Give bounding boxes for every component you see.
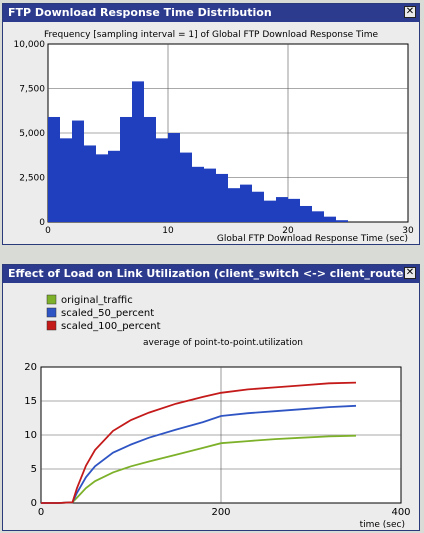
series-line-scaled_50_percent [41, 404, 357, 504]
y-tick-label: 20 [24, 362, 37, 373]
x-tick-label: 20 [282, 226, 294, 236]
y-tick-label: 0 [39, 218, 45, 228]
x-tick-label: 200 [211, 507, 230, 518]
series-line-original_traffic [41, 434, 357, 504]
legend-swatch [46, 294, 57, 305]
histogram-bar [324, 216, 336, 222]
histogram-bar [264, 200, 276, 222]
y-tick-label: 2,500 [19, 174, 45, 184]
histogram-bar [144, 116, 156, 222]
histogram-bar [240, 184, 252, 222]
x-axis-label: time (sec) [360, 520, 405, 530]
chart-title: average of point-to-point.utilization [143, 338, 303, 348]
series-line-scaled_100_percent [41, 381, 357, 504]
histogram-bar [204, 168, 216, 222]
histogram-bar [300, 205, 312, 222]
ftp-window-titlebar[interactable]: FTP Download Response Time Distribution … [3, 4, 419, 22]
close-icon[interactable]: ✕ [404, 267, 416, 279]
histogram-bar [180, 152, 192, 222]
histogram-bar [336, 220, 348, 222]
histogram-bar [288, 198, 300, 222]
histogram-bar [216, 173, 228, 222]
ftp-histogram-chart: Frequency [sampling interval = 1] of Glo… [14, 30, 414, 244]
link-utilization-window: Effect of Load on Link Utilization (clie… [2, 264, 420, 531]
y-tick-label: 10 [24, 430, 37, 441]
histogram-bar [72, 120, 84, 222]
histogram-bar [132, 81, 144, 222]
y-tick-label: 5 [31, 464, 37, 475]
histogram-bar [312, 211, 324, 222]
x-tick-label: 10 [162, 226, 174, 236]
legend-label: scaled_100_percent [61, 321, 161, 332]
histogram-bar [108, 150, 120, 222]
x-tick-label: 0 [45, 226, 51, 236]
histogram-bar [96, 154, 108, 222]
ftp-response-window: FTP Download Response Time Distribution … [2, 3, 420, 245]
histogram-bar [168, 133, 180, 222]
histogram-bar [192, 166, 204, 222]
x-tick-label: 400 [391, 507, 410, 518]
histogram-bar [276, 197, 288, 222]
y-tick-label: 0 [31, 498, 37, 509]
legend-label: original_traffic [61, 295, 133, 306]
histogram-bar [252, 191, 264, 222]
histogram-bar [84, 145, 96, 222]
link-window-titlebar[interactable]: Effect of Load on Link Utilization (clie… [3, 265, 419, 283]
histogram-bar [228, 188, 240, 222]
close-icon[interactable]: ✕ [404, 6, 416, 18]
chart-title: Frequency [sampling interval = 1] of Glo… [44, 30, 379, 40]
histogram-bar [48, 116, 60, 222]
legend-swatch [46, 307, 57, 318]
histogram-bar [60, 138, 72, 222]
ftp-window-title: FTP Download Response Time Distribution [8, 6, 272, 19]
y-tick-label: 5,000 [19, 129, 45, 139]
y-tick-label: 10,000 [14, 40, 46, 50]
histogram-bar [156, 138, 168, 222]
legend-label: scaled_50_percent [61, 308, 154, 319]
x-tick-label: 30 [402, 226, 414, 236]
y-tick-label: 15 [24, 396, 37, 407]
histogram-bar [120, 116, 132, 222]
y-tick-label: 7,500 [19, 85, 45, 95]
x-axis-label: Global FTP Download Response Time (sec) [217, 234, 408, 244]
legend-swatch [46, 320, 57, 331]
x-tick-label: 0 [38, 507, 44, 518]
link-utilization-chart: original_traffic scaled_50_percent scaled_… [24, 294, 411, 530]
link-window-title: Effect of Load on Link Utilization (clie… [8, 267, 414, 280]
